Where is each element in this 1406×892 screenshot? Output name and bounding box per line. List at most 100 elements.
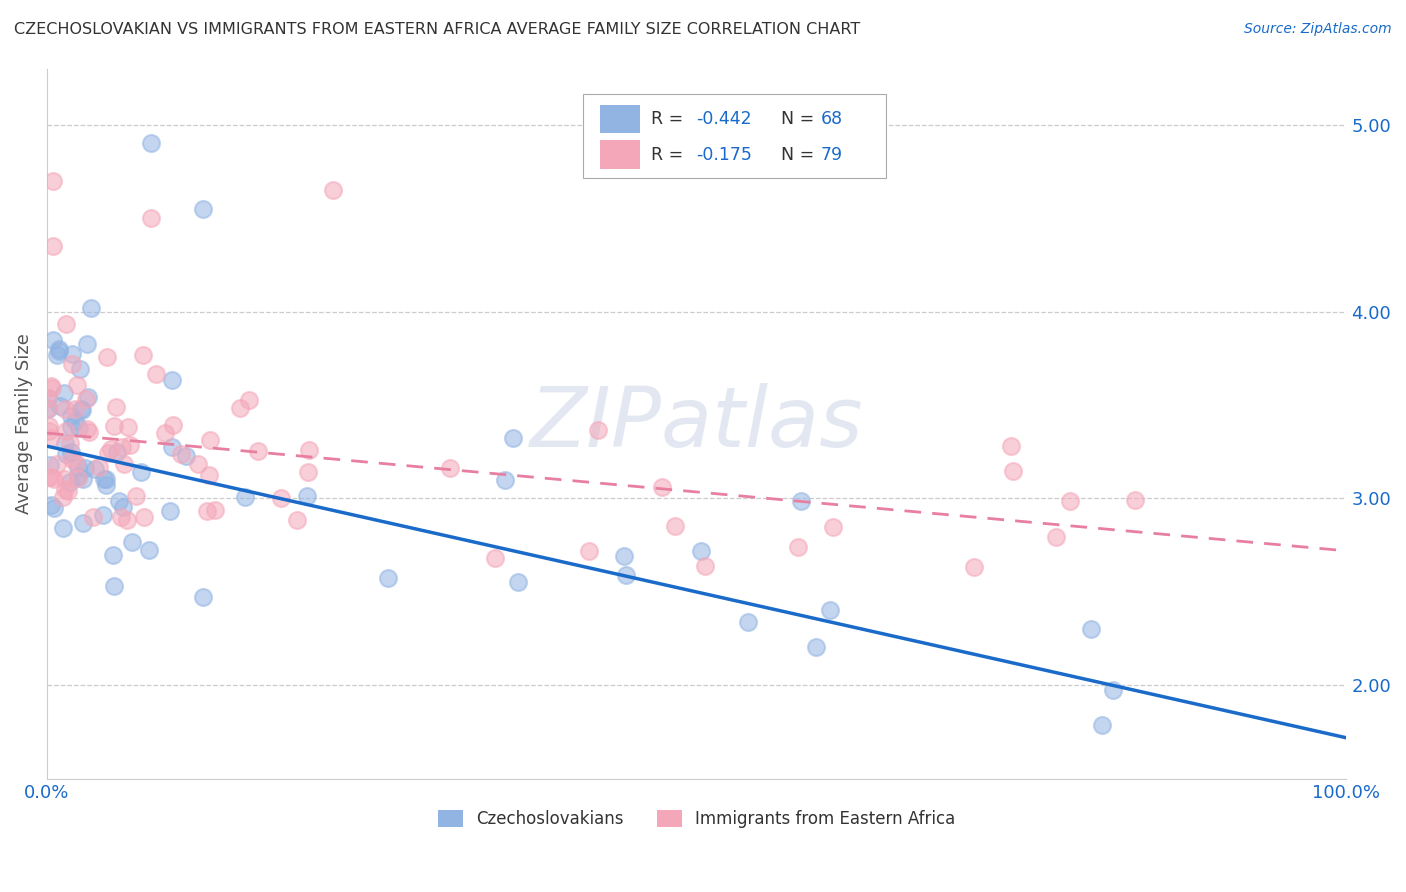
- Point: [295, 489, 318, 503]
- Point: [37, 391, 59, 405]
- Point: [101, 549, 124, 563]
- Point: [79, 425, 101, 439]
- Point: [80, 301, 103, 316]
- Point: [153, 426, 176, 441]
- Point: [120, 438, 142, 452]
- Point: [52, 490, 75, 504]
- Text: -0.175: -0.175: [696, 145, 752, 163]
- Point: [67, 468, 90, 483]
- Point: [204, 502, 226, 516]
- Point: [94, 478, 117, 492]
- Point: [494, 473, 516, 487]
- Point: [100, 442, 122, 457]
- Point: [105, 444, 128, 458]
- Point: [60, 357, 83, 371]
- Point: [60, 409, 83, 423]
- Point: [578, 543, 600, 558]
- Point: [103, 579, 125, 593]
- Point: [285, 513, 308, 527]
- Point: [42, 472, 65, 486]
- Point: [58, 475, 80, 489]
- Point: [117, 419, 139, 434]
- Point: [439, 461, 461, 475]
- Point: [484, 551, 506, 566]
- Point: [162, 418, 184, 433]
- Text: 79: 79: [821, 145, 844, 163]
- Point: [105, 400, 128, 414]
- Point: [37, 392, 59, 406]
- Point: [66, 378, 89, 392]
- Text: 68: 68: [821, 110, 844, 128]
- Y-axis label: Average Family Size: Average Family Size: [15, 334, 32, 514]
- Point: [693, 559, 716, 574]
- Text: R =: R =: [651, 145, 689, 163]
- Point: [804, 640, 827, 654]
- Point: [91, 508, 114, 523]
- Point: [49, 400, 72, 414]
- Point: [56, 484, 79, 499]
- Point: [170, 447, 193, 461]
- Legend: Czechoslovakians, Immigrants from Eastern Africa: Czechoslovakians, Immigrants from Easter…: [432, 803, 962, 835]
- Point: [963, 560, 986, 574]
- Point: [66, 471, 89, 485]
- Point: [614, 567, 637, 582]
- Point: [502, 432, 524, 446]
- Point: [53, 401, 76, 416]
- Point: [139, 211, 162, 225]
- Text: CZECHOSLOVAKIAN VS IMMIGRANTS FROM EASTERN AFRICA AVERAGE FAMILY SIZE CORRELATIO: CZECHOSLOVAKIAN VS IMMIGRANTS FROM EASTE…: [14, 22, 860, 37]
- Point: [60, 347, 83, 361]
- Point: [87, 459, 110, 474]
- Point: [820, 603, 842, 617]
- Point: [55, 317, 77, 331]
- Point: [70, 403, 93, 417]
- Point: [111, 440, 134, 454]
- Point: [1000, 439, 1022, 453]
- Point: [160, 373, 183, 387]
- Point: [75, 392, 97, 406]
- Point: [613, 549, 636, 563]
- Point: [52, 521, 75, 535]
- Point: [37, 401, 59, 416]
- Point: [1123, 492, 1146, 507]
- Text: R =: R =: [651, 110, 689, 128]
- Point: [63, 402, 86, 417]
- Text: -0.442: -0.442: [696, 110, 752, 128]
- Point: [112, 457, 135, 471]
- Point: [39, 458, 62, 473]
- Point: [53, 471, 76, 485]
- Point: [37, 402, 59, 417]
- Point: [198, 468, 221, 483]
- Point: [506, 574, 529, 589]
- Point: [59, 420, 82, 434]
- Point: [132, 510, 155, 524]
- Point: [67, 420, 90, 434]
- Point: [42, 174, 65, 188]
- Point: [53, 482, 76, 496]
- Point: [65, 456, 87, 470]
- Point: [96, 351, 118, 365]
- Point: [690, 544, 713, 558]
- Point: [1059, 494, 1081, 508]
- Point: [69, 402, 91, 417]
- Point: [77, 390, 100, 404]
- Point: [377, 571, 399, 585]
- Point: [46, 348, 69, 362]
- Point: [93, 472, 115, 486]
- Point: [1002, 464, 1025, 478]
- Point: [1091, 718, 1114, 732]
- Point: [790, 494, 813, 508]
- Point: [60, 452, 83, 467]
- Point: [322, 183, 344, 197]
- Point: [39, 498, 62, 512]
- Point: [41, 381, 63, 395]
- Point: [229, 401, 252, 415]
- Point: [115, 513, 138, 527]
- Point: [48, 343, 70, 358]
- Point: [139, 136, 162, 151]
- Point: [174, 449, 197, 463]
- Point: [138, 542, 160, 557]
- Point: [97, 446, 120, 460]
- Point: [44, 501, 66, 516]
- Point: [125, 489, 148, 503]
- Point: [298, 443, 321, 458]
